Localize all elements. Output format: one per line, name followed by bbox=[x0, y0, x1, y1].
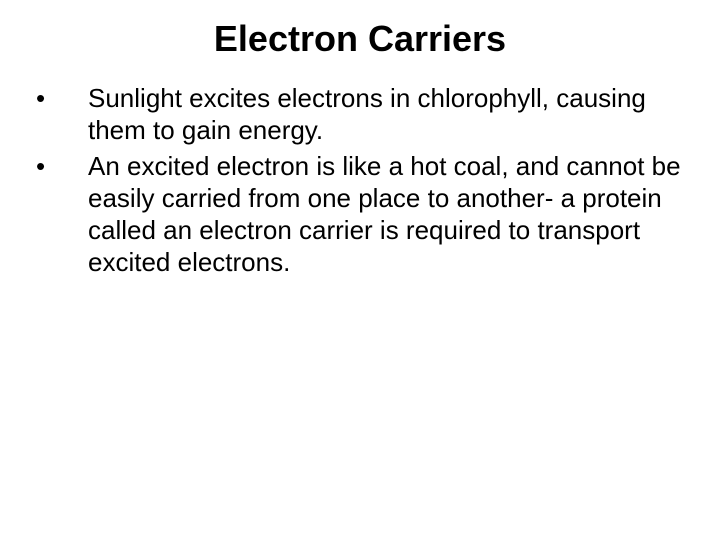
slide-title: Electron Carriers bbox=[30, 18, 690, 60]
bullet-list: • Sunlight excites electrons in chloroph… bbox=[30, 82, 690, 278]
slide: Electron Carriers • Sunlight excites ele… bbox=[0, 0, 720, 540]
bullet-text: Sunlight excites electrons in chlorophyl… bbox=[88, 82, 690, 146]
list-item: • An excited electron is like a hot coal… bbox=[30, 150, 690, 278]
bullet-icon: • bbox=[30, 82, 88, 114]
bullet-text: An excited electron is like a hot coal, … bbox=[88, 150, 690, 278]
bullet-icon: • bbox=[30, 150, 88, 182]
list-item: • Sunlight excites electrons in chloroph… bbox=[30, 82, 690, 146]
